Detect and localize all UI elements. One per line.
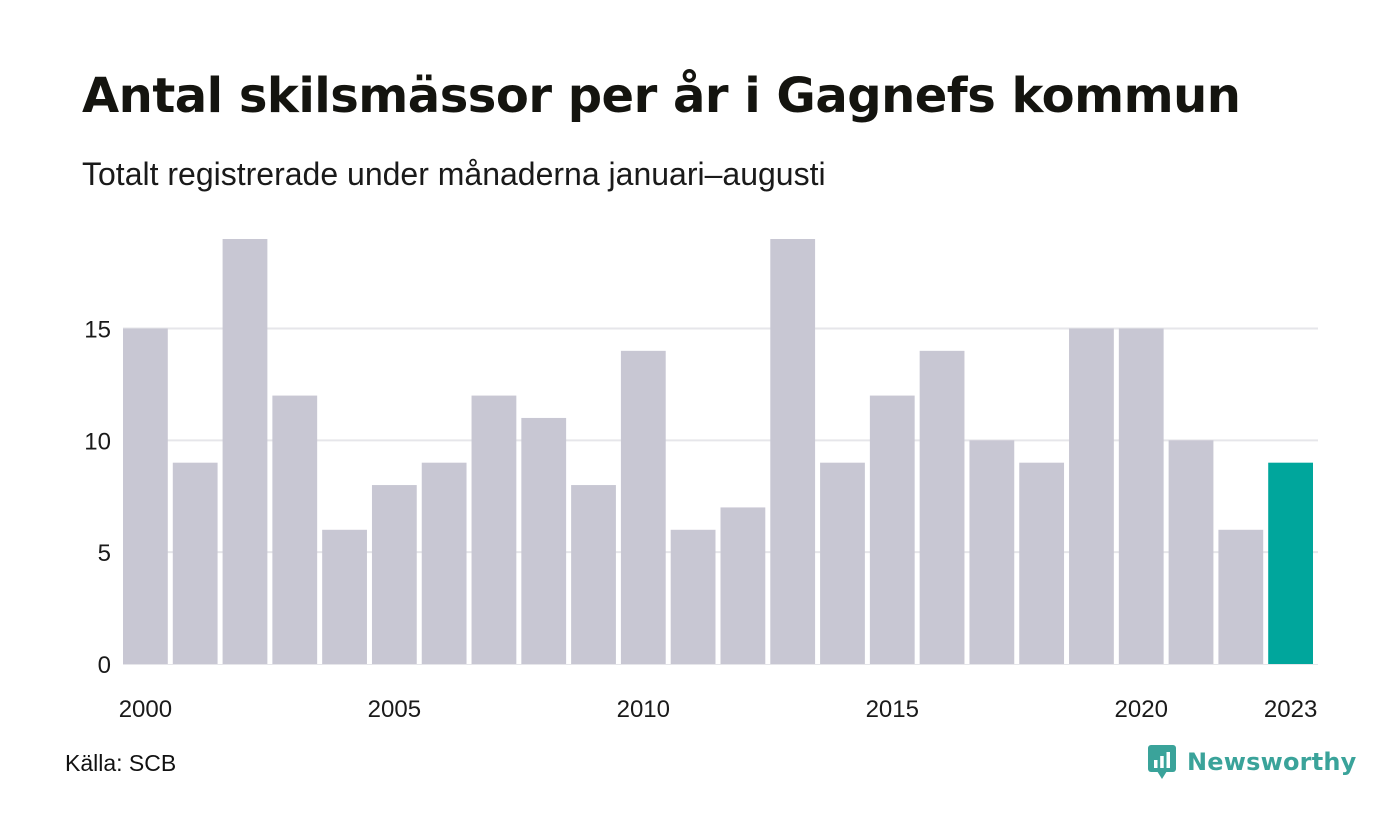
bar-2012 — [720, 507, 766, 664]
brand-name: Newsworthy — [1187, 748, 1357, 776]
bar-2017 — [969, 440, 1015, 664]
bar-2009 — [571, 485, 616, 664]
source-label: Källa: SCB — [65, 750, 177, 776]
y-tick-label: 0 — [98, 652, 111, 679]
bar-2001 — [172, 462, 218, 664]
y-tick-label: 5 — [98, 540, 111, 567]
x-tick-label: 2005 — [368, 696, 421, 723]
bar-2013 — [770, 239, 816, 664]
bar-2005 — [371, 485, 417, 664]
x-axis-ticks: 2000 2005 2010 2015 2020 2023 — [119, 696, 1318, 723]
bar-chart-speech-bubble-icon — [1148, 745, 1176, 779]
bar-2021 — [1168, 440, 1214, 664]
bar-2015 — [869, 395, 915, 664]
chart-title: Antal skilsmässor per år i Gagnefs kommu… — [82, 68, 1241, 124]
bar-2019 — [1069, 328, 1114, 664]
x-tick-label: 2000 — [119, 696, 172, 723]
bars — [123, 239, 1313, 664]
bar-2022 — [1218, 529, 1264, 664]
brand-logo[interactable]: Newsworthy — [1147, 744, 1357, 780]
bar-2002 — [222, 239, 268, 664]
chart-subtitle: Totalt registrerade under månaderna janu… — [82, 156, 826, 192]
bar-2014 — [820, 462, 865, 664]
bar-2020 — [1118, 328, 1164, 664]
bar-2004 — [322, 529, 367, 664]
bar-2006 — [421, 462, 467, 664]
x-tick-label: 2023 — [1264, 696, 1317, 723]
bar-2000 — [123, 328, 168, 664]
bar-2016 — [919, 350, 965, 664]
bar-2023 — [1268, 462, 1313, 664]
bar-2003 — [272, 395, 318, 664]
bar-2011 — [670, 529, 716, 664]
x-tick-label: 2020 — [1115, 696, 1168, 723]
y-tick-label: 15 — [84, 316, 111, 343]
x-tick-label: 2010 — [617, 696, 670, 723]
bar-2008 — [521, 417, 567, 664]
y-tick-label: 10 — [84, 428, 111, 455]
y-axis-ticks: 0 5 10 15 — [84, 316, 111, 679]
bar-2010 — [620, 350, 666, 664]
bar-2007 — [471, 395, 517, 664]
bar-2018 — [1019, 462, 1065, 664]
x-tick-label: 2015 — [866, 696, 919, 723]
